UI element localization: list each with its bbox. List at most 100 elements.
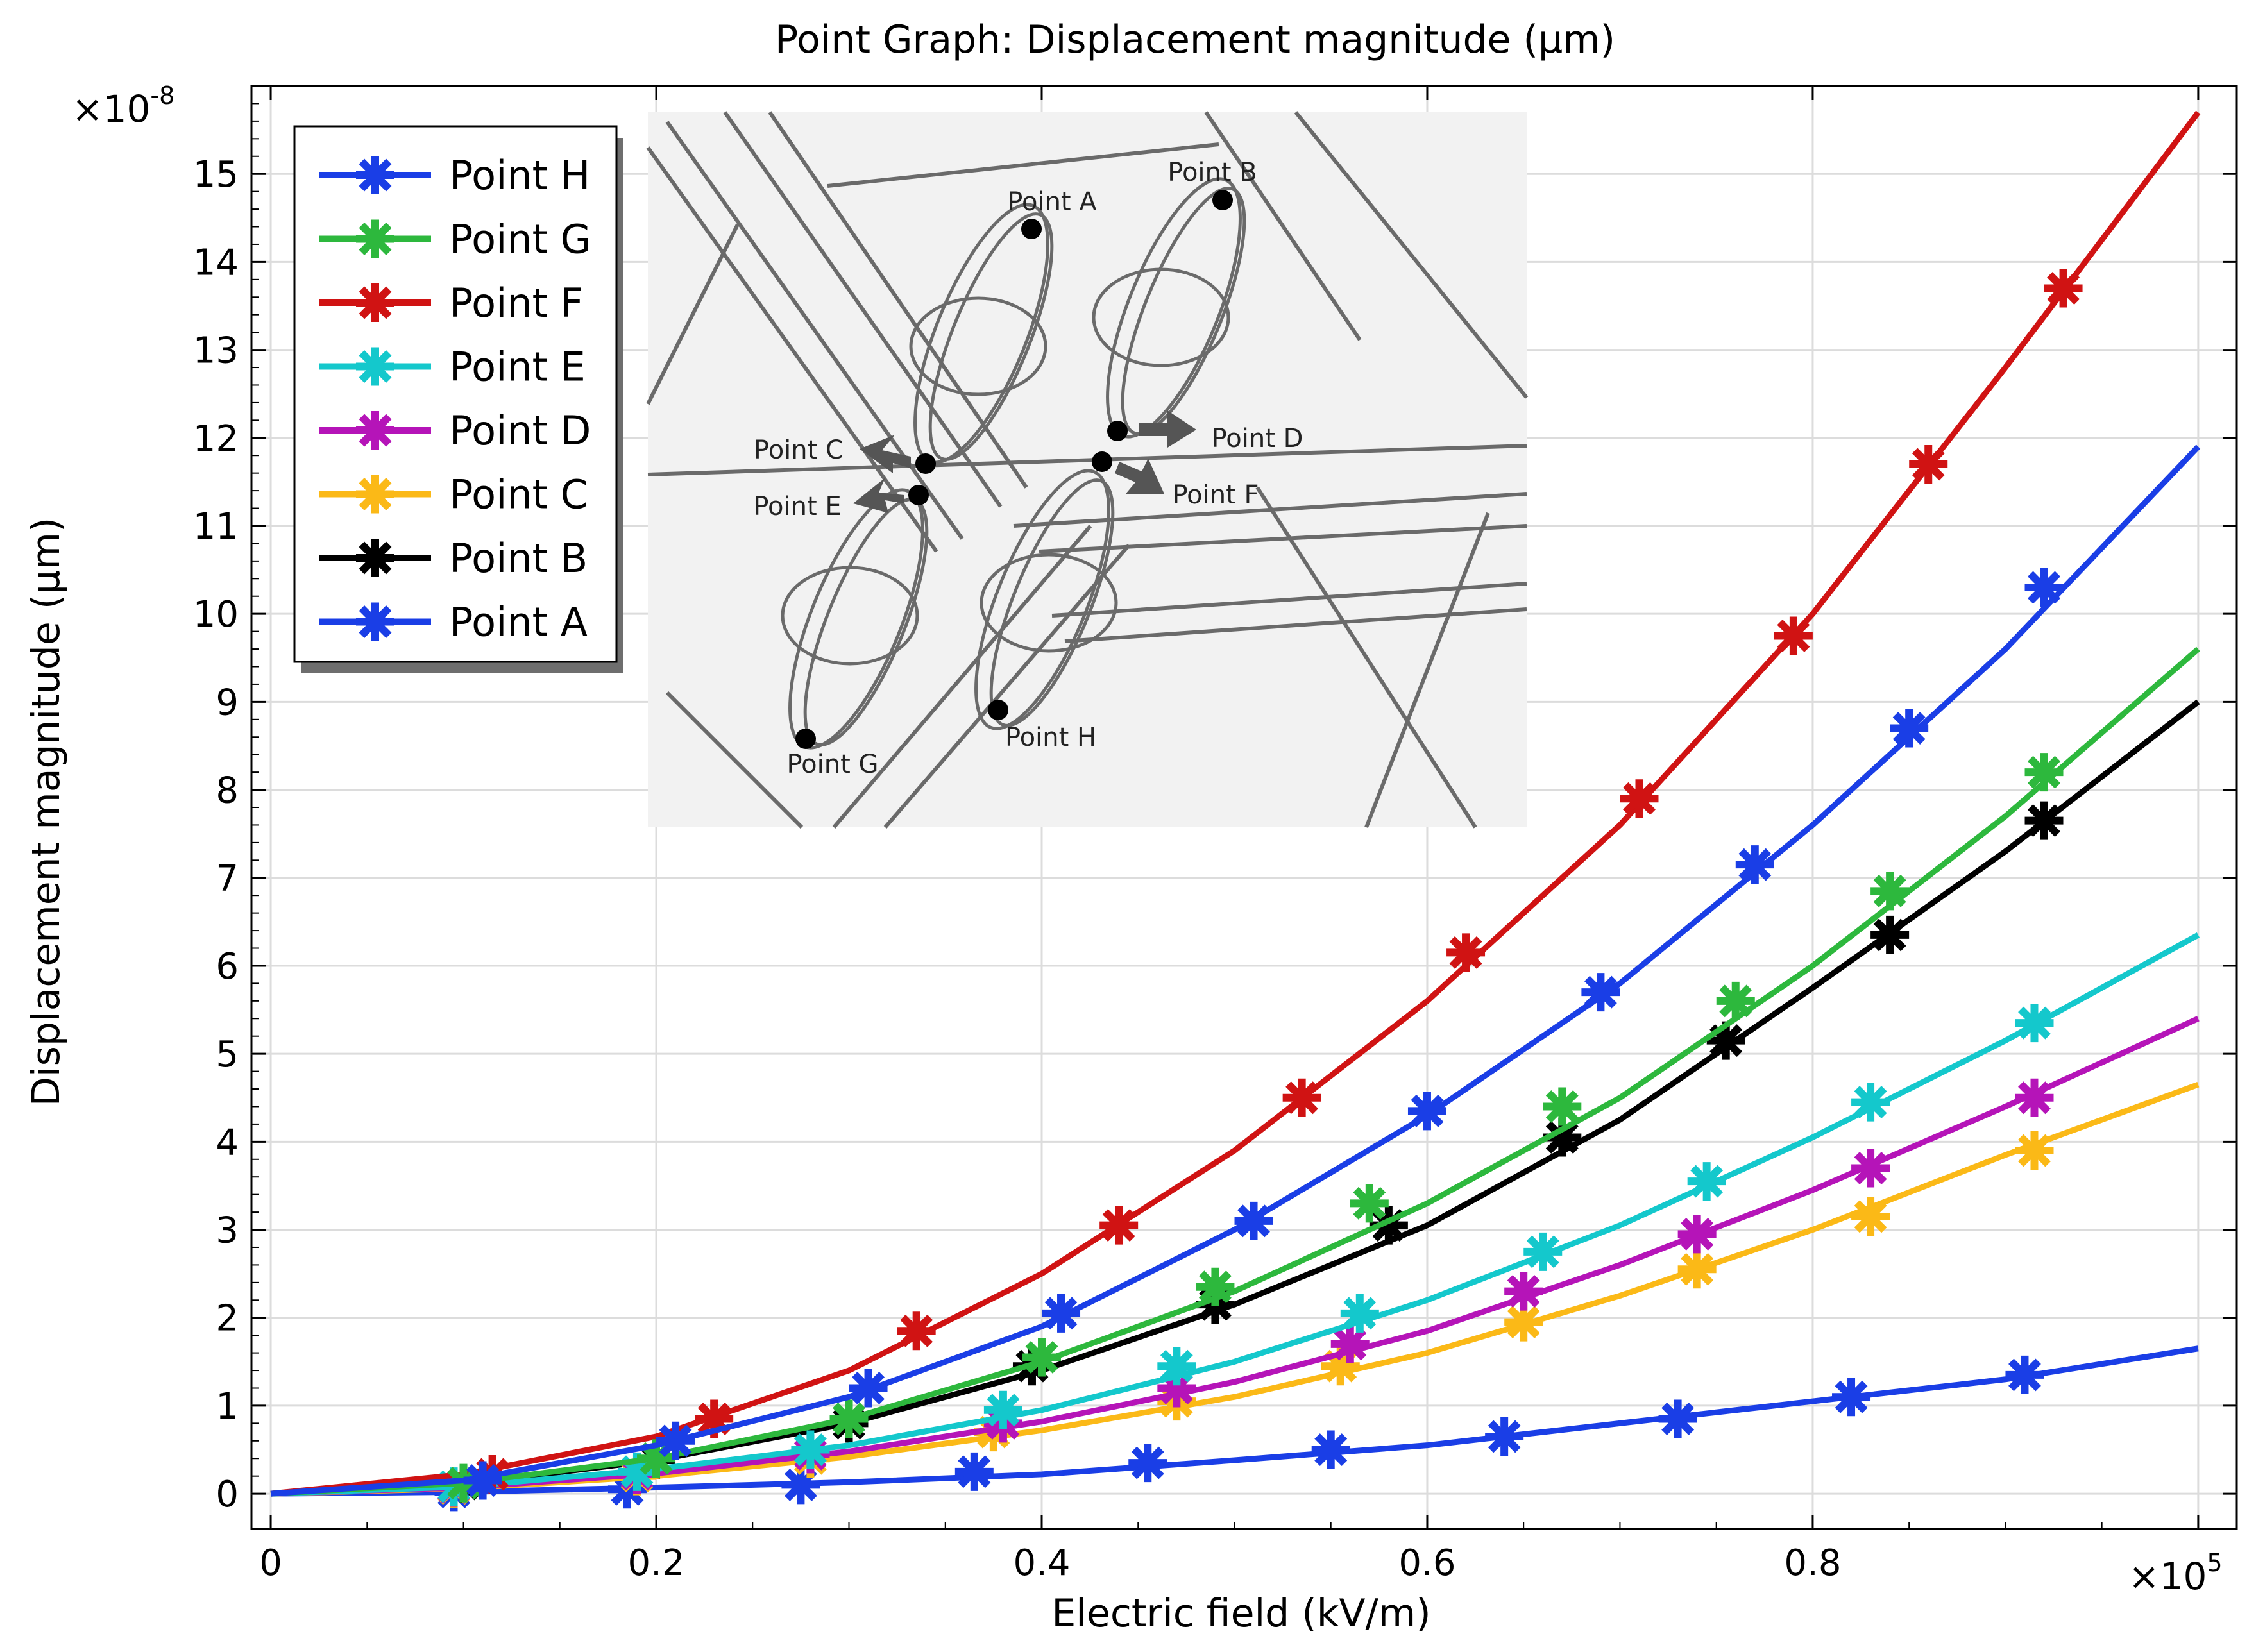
- data-point-marker: [1157, 1347, 1196, 1386]
- series-lines: [270, 110, 2201, 1512]
- x-tick-label: 0.8: [1784, 1542, 1841, 1584]
- data-point-marker: [1099, 1206, 1139, 1245]
- inset-label-point-a: Point A: [1007, 187, 1097, 217]
- y-tick-label: 13: [193, 330, 239, 372]
- y-tick-label: 0: [216, 1474, 239, 1515]
- data-point-marker: [1735, 845, 1774, 884]
- data-point-marker: [1407, 1092, 1446, 1131]
- legend-label: Point H: [449, 152, 590, 199]
- data-point-marker: [1042, 1294, 1081, 1333]
- inset-label-point-c: Point C: [754, 435, 844, 465]
- legend-item-point-c: Point C: [319, 471, 588, 518]
- legend-box: [293, 125, 618, 663]
- inset-label-point-h: Point H: [1005, 723, 1096, 752]
- legend-item-point-a: Point A: [319, 599, 588, 646]
- data-point-marker: [1832, 1378, 1871, 1417]
- data-point-marker: [1543, 1087, 1582, 1126]
- data-point-marker: [1196, 1267, 1235, 1306]
- x-multiplier: ×105: [2128, 1549, 2223, 1598]
- data-point-marker: [897, 1311, 936, 1351]
- inset-label-point-f: Point F: [1172, 480, 1259, 510]
- data-point-marker: [2005, 1355, 2044, 1394]
- legend-label: Point G: [449, 216, 591, 263]
- data-point-marker: [1157, 1369, 1196, 1408]
- y-multiplier: ×10-8: [72, 81, 174, 131]
- y-tick-label: 11: [193, 506, 239, 548]
- data-point-marker: [356, 347, 394, 386]
- data-point-marker: [1282, 1078, 1321, 1117]
- legend-label: Point B: [449, 535, 588, 582]
- data-point-marker: [1485, 1417, 1524, 1456]
- data-point-marker: [1330, 1324, 1370, 1363]
- inset-label-point-e: Point E: [753, 492, 841, 521]
- data-point-marker: [356, 156, 394, 194]
- data-point-marker: [2024, 801, 2064, 840]
- data-point-marker: [356, 283, 394, 322]
- legend-item-point-h: Point H: [319, 152, 590, 199]
- series-line: [271, 1345, 2199, 1497]
- data-point-marker: [954, 1452, 994, 1491]
- series-point-g: [270, 646, 2200, 1503]
- data-point-marker: [1851, 1149, 1890, 1188]
- data-point-marker: [849, 1369, 888, 1408]
- inset-schematic-image: Point A Point B Point C Point D Point E …: [646, 111, 1529, 829]
- data-point-marker: [695, 1399, 734, 1438]
- data-point-marker: [1022, 1338, 1061, 1377]
- data-point-marker: [356, 411, 394, 450]
- data-point-marker: [356, 539, 394, 577]
- data-point-marker: [1687, 1162, 1726, 1201]
- data-point-marker: [2024, 568, 2064, 607]
- data-point-marker: [1851, 1197, 1890, 1236]
- data-point-marker: [1369, 1206, 1408, 1245]
- data-point-marker: [1851, 1083, 1890, 1122]
- y-tick-label: 6: [216, 946, 239, 988]
- data-point-marker: [1870, 872, 1910, 911]
- data-point-marker: [2015, 1078, 2054, 1117]
- y-tick-label: 10: [193, 594, 239, 636]
- x-axis-title: Electric field (kV/m): [1051, 1591, 1430, 1636]
- data-point-marker: [1581, 973, 1620, 1012]
- y-tick-label: 2: [216, 1298, 239, 1340]
- data-point-marker: [1543, 1118, 1582, 1157]
- data-point-marker: [983, 1390, 1022, 1429]
- legend-item-point-d: Point D: [319, 407, 591, 454]
- data-point-marker: [829, 1399, 869, 1438]
- data-point-marker: [1523, 1232, 1563, 1271]
- x-tick-label: 0.2: [627, 1542, 684, 1584]
- data-point-marker: [656, 1421, 695, 1460]
- data-point-marker: [1350, 1184, 1389, 1223]
- series-line: [270, 110, 2201, 1497]
- y-tick-label: 8: [216, 770, 239, 812]
- data-point-marker: [781, 1465, 820, 1504]
- legend-item-point-b: Point B: [319, 535, 588, 582]
- x-tick-label: 0.6: [1398, 1542, 1455, 1584]
- inset-label-point-g: Point G: [786, 750, 878, 779]
- data-point-marker: [617, 1452, 656, 1491]
- legend-item-point-f: Point F: [319, 280, 583, 326]
- data-point-marker: [1504, 1302, 1543, 1342]
- inset-label-point-d: Point D: [1212, 424, 1303, 453]
- y-tick-label: 4: [216, 1122, 239, 1163]
- data-point-marker: [1504, 1272, 1543, 1311]
- y-axis-title: Displacement magnitude (µm): [24, 518, 69, 1107]
- data-point-marker: [1321, 1347, 1360, 1386]
- data-point-marker: [1677, 1215, 1717, 1254]
- data-point-marker: [1234, 1201, 1273, 1240]
- data-point-marker: [1890, 709, 1929, 748]
- data-point-marker: [637, 1439, 676, 1478]
- data-point-marker: [2015, 1004, 2054, 1043]
- x-tick-label: 0.4: [1013, 1542, 1070, 1584]
- data-point-marker: [1340, 1294, 1379, 1333]
- data-point-marker: [356, 219, 394, 258]
- legend: Point H Point G Point F Point E Point D Point…: [293, 125, 623, 673]
- y-tick-label: 15: [193, 154, 239, 196]
- data-point-marker: [356, 602, 394, 641]
- data-point-marker: [1311, 1430, 1350, 1469]
- series-line: [270, 646, 2200, 1497]
- data-point-marker: [1677, 1250, 1717, 1289]
- legend-item-point-e: Point E: [319, 344, 586, 391]
- legend-label: Point C: [449, 471, 588, 518]
- chart-title: Point Graph: Displacement magnitude (µm): [775, 17, 1615, 62]
